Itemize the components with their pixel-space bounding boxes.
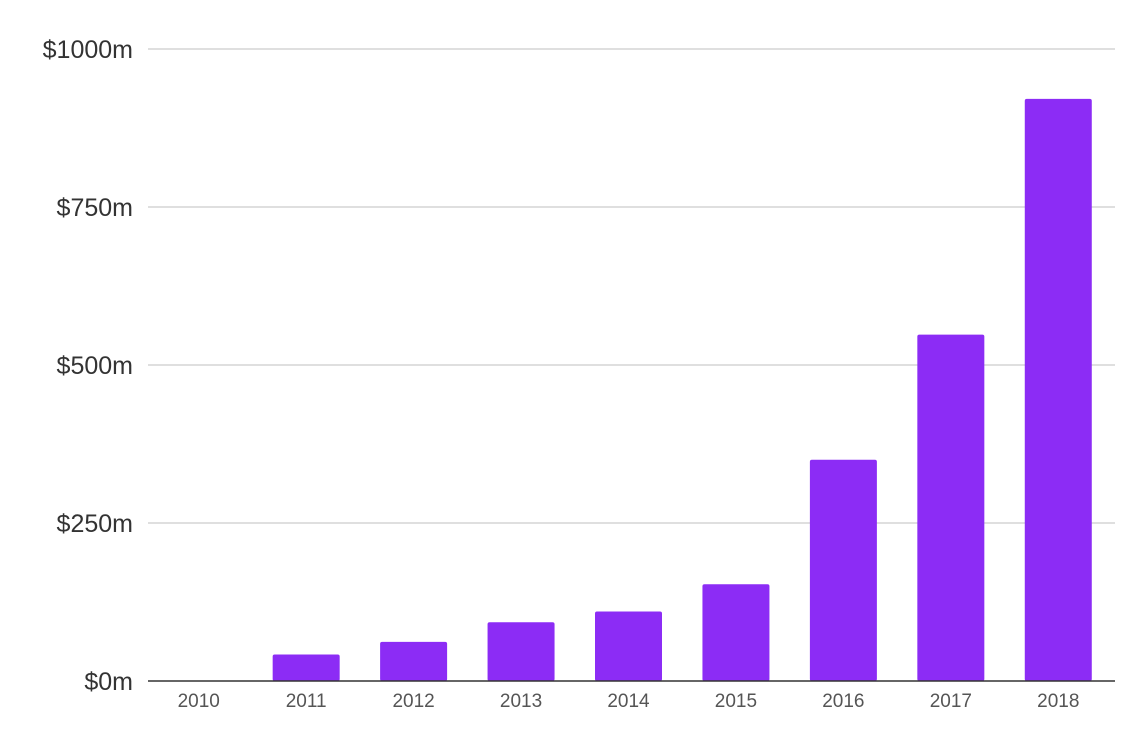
y-tick-label: $500m [57, 352, 133, 380]
x-tick-label: 2015 [715, 691, 757, 712]
x-axis-tick-labels: 2010 2011 2012 2013 2014 2015 2016 2017 2018 [178, 691, 1080, 712]
x-tick-label: 2017 [930, 691, 972, 712]
y-axis-tick-labels: $0m $250m $500m $750m $1000m [43, 36, 133, 696]
bar-2012 [380, 641, 448, 681]
x-tick-label: 2011 [286, 691, 327, 712]
bar-2017 [917, 334, 985, 681]
bar-2011 [272, 654, 340, 681]
x-tick-label: 2013 [500, 691, 542, 712]
x-tick-label: 2016 [822, 691, 864, 712]
x-tick-label: 2010 [178, 691, 220, 712]
bar-2013 [487, 622, 555, 681]
y-tick-label: $0m [84, 668, 133, 696]
bar-2016 [809, 459, 877, 681]
bar-2018 [1024, 98, 1092, 682]
bar-2014 [595, 611, 662, 681]
x-tick-label: 2014 [607, 691, 650, 712]
y-tick-label: $250m [57, 510, 133, 538]
bars [272, 98, 1092, 682]
x-tick-label: 2018 [1037, 691, 1079, 712]
y-tick-label: $1000m [43, 36, 133, 64]
x-tick-label: 2012 [392, 691, 434, 712]
y-tick-label: $750m [57, 194, 133, 222]
bar-2015 [702, 584, 770, 681]
